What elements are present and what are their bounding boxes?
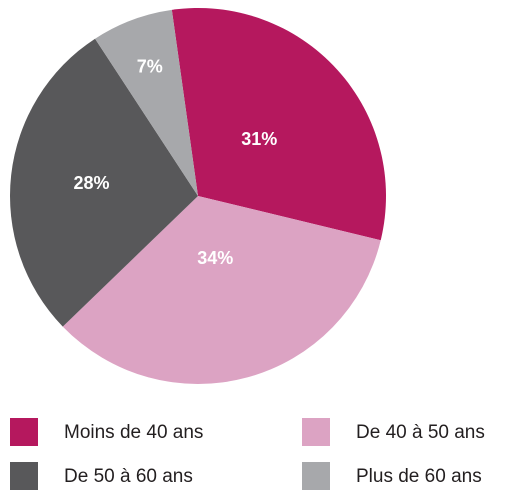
legend-label: De 40 à 50 ans bbox=[356, 422, 485, 443]
legend-label: De 50 à 60 ans bbox=[64, 466, 193, 487]
pie-slice bbox=[62, 196, 381, 384]
slice-label: 7% bbox=[137, 56, 163, 76]
legend-label: Plus de 60 ans bbox=[356, 466, 482, 487]
legend-swatch bbox=[10, 462, 38, 490]
pie-slice bbox=[171, 8, 386, 241]
legend-swatch bbox=[10, 418, 38, 446]
slice-label: 34% bbox=[197, 248, 233, 268]
legend-swatch bbox=[302, 418, 330, 446]
slice-label: 28% bbox=[73, 173, 109, 193]
slice-label: 31% bbox=[241, 129, 277, 149]
legend-swatch bbox=[302, 462, 330, 490]
pie-slice bbox=[9, 38, 199, 327]
legend-label: Moins de 40 ans bbox=[64, 422, 203, 443]
pie-slice bbox=[95, 9, 198, 196]
